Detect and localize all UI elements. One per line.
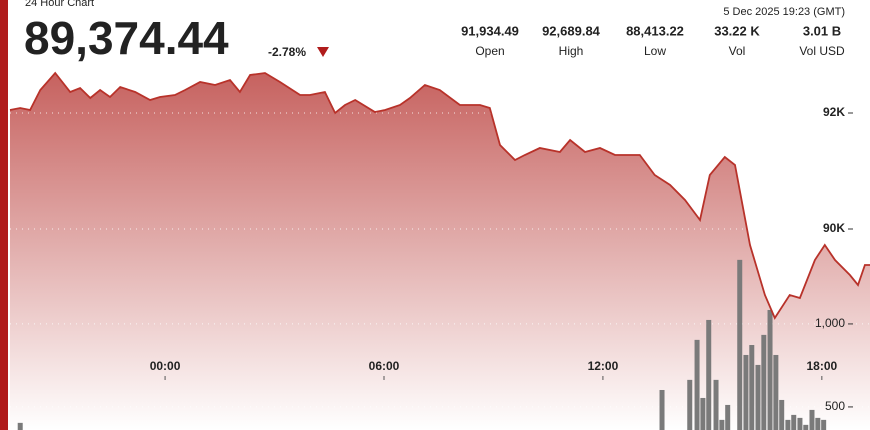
volume-bar — [797, 417, 803, 430]
price-area — [10, 73, 870, 430]
volume-bar — [706, 319, 712, 430]
x-tick-label: 06:00 — [369, 359, 400, 373]
volume-bar — [659, 389, 665, 430]
volume-bar — [815, 417, 821, 430]
volume-bar — [779, 399, 785, 430]
y-tick-label: 90K — [823, 221, 845, 235]
x-tick-label: 12:00 — [588, 359, 619, 373]
stat-label: High — [559, 44, 584, 58]
down-arrow — [317, 47, 329, 57]
y2-tick-label: 500 — [825, 399, 845, 413]
volume-bar — [791, 414, 797, 430]
chart-title: 24 Hour Chart — [25, 0, 94, 9]
volume-bar — [737, 259, 743, 430]
stat-label: Open — [475, 44, 504, 58]
stat-value: 91,934.49 — [461, 23, 519, 38]
volume-bar — [749, 345, 755, 430]
volume-bar — [809, 409, 815, 430]
volume-bar — [743, 354, 749, 430]
date: 5 Dec 2025 19:23 (GMT) — [723, 6, 845, 18]
volume-bar — [821, 419, 827, 430]
stat-label: Low — [644, 44, 666, 58]
plot-area: 90K 92K 500 1,000 00:00 06:00 12:00 18:00 — [9, 71, 870, 430]
x-tick-label: 18:00 — [806, 359, 837, 373]
volume-bar — [725, 404, 731, 430]
stat-value: 33.22 K — [714, 23, 760, 38]
stat-label: Vol — [729, 44, 746, 58]
stat-label: Vol USD — [799, 44, 845, 58]
y2-tick-label: 1,000 — [815, 316, 845, 330]
volume-bar — [773, 354, 779, 430]
volume-bar — [761, 334, 767, 430]
volume-bar — [719, 419, 725, 430]
y-tick-label: 92K — [823, 105, 845, 119]
last-price: 89,374.44 — [24, 12, 229, 64]
volume-bar — [713, 379, 719, 430]
stat-value: 88,413.22 — [626, 23, 684, 38]
volume-bar — [694, 339, 700, 430]
side-bar — [0, 0, 8, 430]
price-change: -2.78% — [268, 45, 306, 59]
volume-bar — [17, 422, 23, 430]
stats: 91,934.49 Open 92,689.84 High 88,413.22 Low 33… — [461, 23, 845, 58]
volume-bar — [785, 419, 791, 430]
volume-bar — [767, 309, 773, 430]
price-line — [9, 71, 870, 320]
volume-bar — [687, 379, 693, 430]
stat-value: 3.01 B — [803, 23, 841, 38]
volume-bar — [755, 364, 761, 430]
volume-bar — [803, 424, 809, 430]
stat-value: 92,689.84 — [542, 23, 601, 38]
volume-bar — [700, 397, 706, 430]
x-tick-label: 00:00 — [150, 359, 181, 373]
